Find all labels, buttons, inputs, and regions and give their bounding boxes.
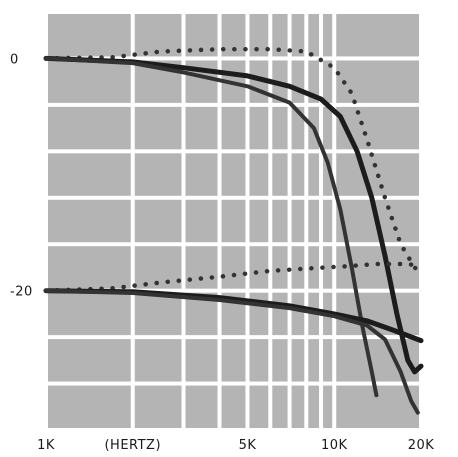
grid-cell xyxy=(48,60,131,103)
grid-cell xyxy=(308,153,320,196)
grid-cell xyxy=(272,246,288,289)
grid-cell xyxy=(48,199,131,243)
x-tick-label: 20K xyxy=(408,438,435,453)
grid-cell xyxy=(323,153,333,196)
grid-cell xyxy=(291,385,305,428)
grid-cell xyxy=(291,292,305,336)
curves xyxy=(43,46,424,415)
grid-cell xyxy=(221,246,246,289)
grid-cell xyxy=(134,385,182,428)
grid-cell xyxy=(291,14,305,57)
grid-cell xyxy=(308,60,320,103)
grid-cell xyxy=(336,60,419,103)
grid-cell xyxy=(249,153,269,196)
grid-cell xyxy=(134,106,182,150)
grid-cell xyxy=(323,246,333,289)
x-tick-label: 1K xyxy=(37,438,55,453)
grid-cell xyxy=(221,106,246,150)
curve-2-solid-thick xyxy=(43,55,424,375)
grid-cell xyxy=(336,14,419,57)
x-axis-tick-labels: 1K 5K 10K 20K xyxy=(37,438,434,453)
grid-cell xyxy=(308,246,320,289)
grid-cell xyxy=(185,199,218,243)
grid-cell xyxy=(291,153,305,196)
grid-cell xyxy=(134,153,182,196)
grid-cell xyxy=(134,199,182,243)
grid-cell xyxy=(185,246,218,289)
grid-cell xyxy=(291,60,305,103)
grid-cell xyxy=(48,14,131,57)
grid-cell xyxy=(221,199,246,243)
grid-cell xyxy=(272,14,288,57)
grid-cell xyxy=(134,14,182,57)
curve-3-solid xyxy=(44,56,379,398)
grid-cell xyxy=(221,14,246,57)
grid-cell xyxy=(185,339,218,382)
grid-cell xyxy=(272,199,288,243)
grid-cell xyxy=(308,199,320,243)
grid-cell xyxy=(48,385,131,428)
x-tick-label: 5K xyxy=(239,438,257,453)
grid-cell xyxy=(221,153,246,196)
grid-cell xyxy=(48,153,131,196)
grid-cell xyxy=(308,339,320,382)
grid-cell xyxy=(323,14,333,57)
y-tick-label: 0 xyxy=(10,52,19,67)
grid-cell xyxy=(185,153,218,196)
grid-cell xyxy=(323,60,333,103)
grid-cell xyxy=(134,292,182,336)
grid-cell xyxy=(336,292,419,336)
grid-cell xyxy=(308,14,320,57)
grid-cell xyxy=(272,339,288,382)
grid-cell xyxy=(249,199,269,243)
grid-cell xyxy=(48,106,131,150)
y-axis-tick-labels: 0 -20 xyxy=(10,52,33,300)
grid-cell xyxy=(323,339,333,382)
x-tick-label: 10K xyxy=(321,438,348,453)
curve-6-solid xyxy=(44,288,420,415)
grid-cell xyxy=(249,246,269,289)
grid-cell xyxy=(272,385,288,428)
grid-cell xyxy=(134,339,182,382)
grid-cell xyxy=(249,14,269,57)
grid-cell xyxy=(323,385,333,428)
x-axis-unit-label: (HERTZ) xyxy=(104,438,161,453)
grid-cell xyxy=(272,153,288,196)
grid-cell xyxy=(48,292,131,336)
grid-cell xyxy=(249,339,269,382)
curve-4-dotted xyxy=(43,261,424,293)
grid-cell xyxy=(291,339,305,382)
grid-cell xyxy=(221,339,246,382)
grid-cell xyxy=(185,106,218,150)
grid-cell xyxy=(249,385,269,428)
grid-cell xyxy=(249,106,269,150)
grid-cell xyxy=(48,339,131,382)
grid-cell xyxy=(323,106,333,150)
grid-cell xyxy=(48,246,131,289)
grid-cell xyxy=(291,246,305,289)
grid-cell xyxy=(323,199,333,243)
grid-cell xyxy=(272,292,288,336)
grid-cell xyxy=(185,385,218,428)
grid-cell xyxy=(308,385,320,428)
grid-cell xyxy=(291,199,305,243)
grid-cell xyxy=(272,106,288,150)
grid xyxy=(48,14,419,428)
grid-cell xyxy=(221,385,246,428)
y-tick-label: -20 xyxy=(10,285,33,300)
